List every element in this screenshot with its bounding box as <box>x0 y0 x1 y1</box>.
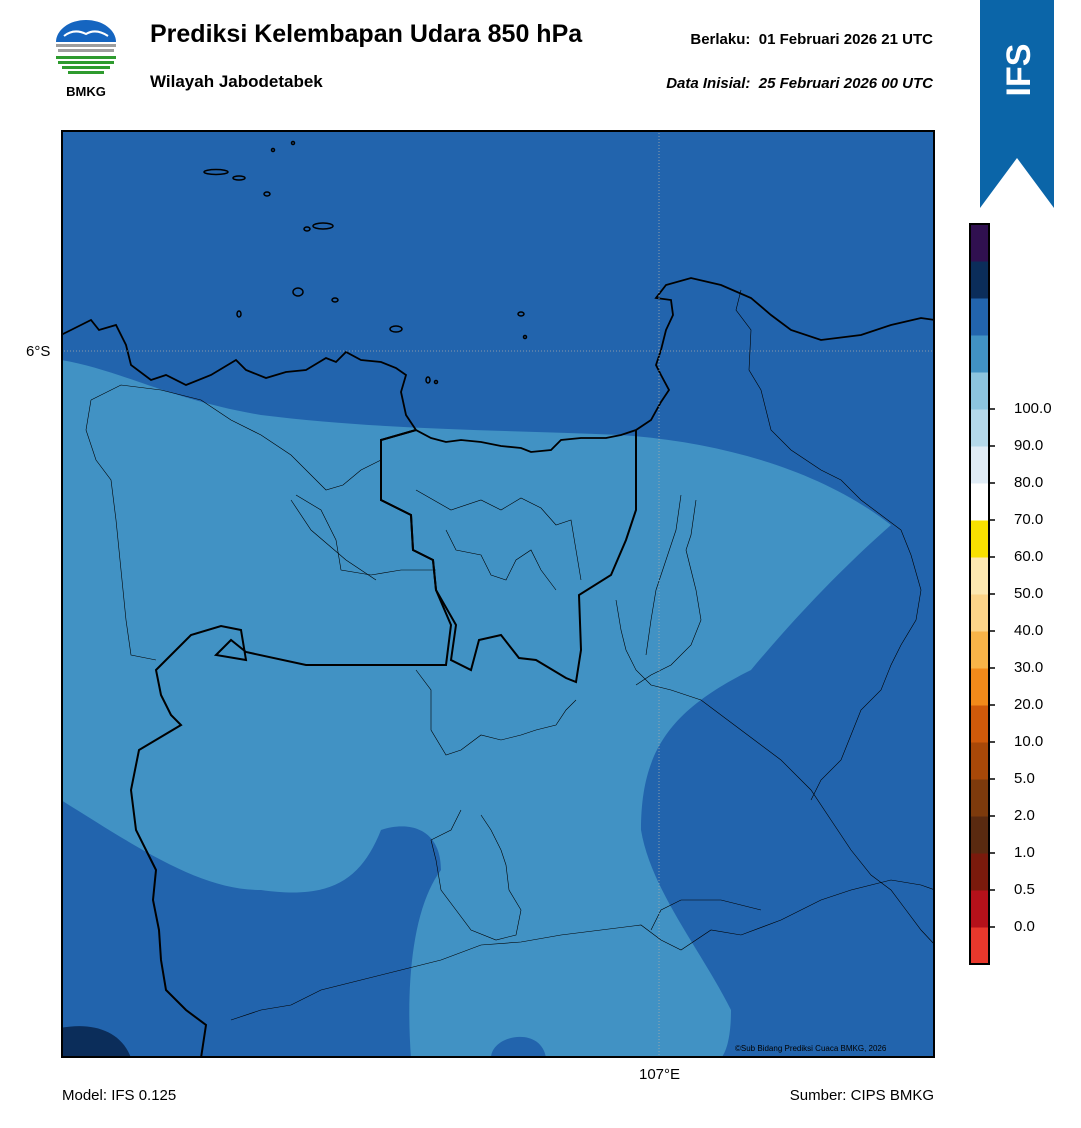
valid-time: Berlaku: 01 Februari 2026 21 UTC <box>690 31 933 48</box>
colorbar-segment <box>970 224 989 262</box>
colorbar-segment <box>970 927 989 965</box>
colorbar <box>965 220 1065 970</box>
valid-value: 01 Februari 2026 21 UTC <box>758 31 933 48</box>
init-label: Data Inisial: <box>666 75 751 92</box>
init-value: 25 Februari 2026 00 UTC <box>758 75 933 92</box>
colorbar-segment <box>970 816 989 854</box>
source-label: Sumber: CIPS BMKG <box>789 1087 934 1104</box>
colorbar-tick-label: 1.0 <box>1014 844 1035 861</box>
page-subtitle: Wilayah Jabodetabek <box>150 72 323 91</box>
colorbar-segment <box>970 779 989 817</box>
colorbar-tick-label: 70.0 <box>1014 511 1044 528</box>
colorbar-segment <box>970 742 989 780</box>
logo-text: BMKG <box>66 84 106 99</box>
ribbon-label: IFS <box>1000 44 1038 97</box>
colorbar-segment <box>970 705 989 743</box>
colorbar-tick-label: 0.0 <box>1014 918 1035 935</box>
colorbar-tick-label: 100.0 <box>1014 400 1052 417</box>
colorbar-tick-label: 80.0 <box>1014 474 1044 491</box>
colorbar-tick-label: 10.0 <box>1014 733 1044 750</box>
colorbar-segment <box>970 520 989 558</box>
colorbar-segment <box>970 335 989 373</box>
colorbar-segment <box>970 668 989 706</box>
lat-label: 6°S <box>26 343 51 360</box>
colorbar-tick-label: 20.0 <box>1014 696 1044 713</box>
colorbar-segment <box>970 298 989 336</box>
valid-label: Berlaku: <box>690 31 751 48</box>
colorbar-tick-label: 2.0 <box>1014 807 1035 824</box>
map-credit: ©Sub Bidang Prediksi Cuaca BMKG, 2026 <box>735 1044 887 1053</box>
colorbar-segment <box>970 446 989 484</box>
colorbar-segment <box>970 631 989 669</box>
colorbar-tick-label: 0.5 <box>1014 881 1035 898</box>
ifs-ribbon: IFS <box>980 0 1054 210</box>
colorbar-segment <box>970 557 989 595</box>
colorbar-tick-label: 50.0 <box>1014 585 1044 602</box>
colorbar-tick-label: 90.0 <box>1014 437 1044 454</box>
colorbar-tick-label: 5.0 <box>1014 770 1035 787</box>
colorbar-tick-label: 40.0 <box>1014 622 1044 639</box>
init-time: Data Inisial: 25 Februari 2026 00 UTC <box>666 75 933 92</box>
colorbar-segment <box>970 853 989 891</box>
colorbar-segment <box>970 594 989 632</box>
colorbar-tick-label: 60.0 <box>1014 548 1044 565</box>
lon-label: 107°E <box>639 1066 681 1083</box>
colorbar-segment <box>970 372 989 410</box>
colorbar-tick-label: 30.0 <box>1014 659 1044 676</box>
colorbar-segment <box>970 483 989 521</box>
colorbar-segment <box>970 409 989 447</box>
model-label: Model: IFS 0.125 <box>62 1087 177 1104</box>
colorbar-segment <box>970 890 989 928</box>
bmkg-logo: BMKG <box>50 18 122 104</box>
page-title: Prediksi Kelembapan Udara 850 hPa <box>150 20 583 48</box>
colorbar-segment <box>970 261 989 299</box>
humidity-map <box>60 130 936 1059</box>
